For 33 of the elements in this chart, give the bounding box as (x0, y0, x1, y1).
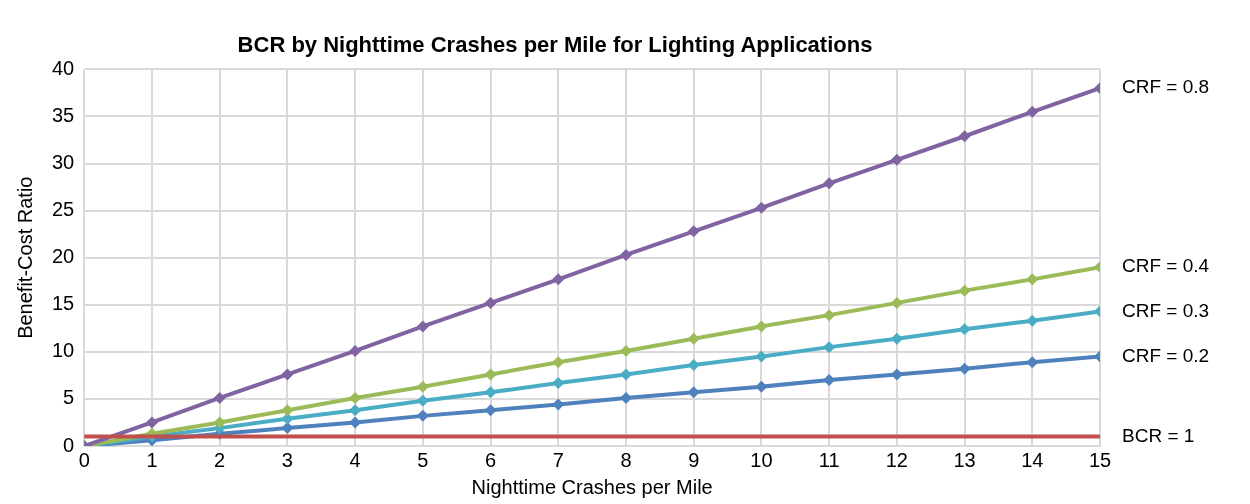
x-tick-label: 1 (146, 448, 158, 471)
series-label: CRF = 0.3 (1122, 299, 1210, 321)
x-tick-label: 4 (349, 448, 361, 471)
y-tick-label: 20 (52, 245, 75, 268)
y-tick-label: 5 (63, 386, 75, 409)
y-tick-label: 0 (63, 433, 75, 456)
x-tick-label: 2 (214, 448, 226, 471)
y-tick-label: 15 (52, 292, 75, 315)
x-tick-label: 11 (818, 448, 840, 471)
x-tick-label: 7 (552, 448, 564, 471)
series-label: CRF = 0.8 (1122, 76, 1210, 98)
y-tick-label: 35 (52, 103, 75, 126)
x-tick-label: 3 (281, 448, 293, 471)
x-tick-label: 0 (78, 448, 90, 471)
x-axis-title: Nighttime Crashes per Mile (471, 475, 713, 498)
x-tick-label: 14 (1021, 448, 1044, 471)
y-axis-title: Benefit-Cost Ratio (13, 176, 36, 339)
chart-title: BCR by Nighttime Crashes per Mile for Lighting Applications (237, 32, 873, 58)
x-tick-label: 10 (750, 448, 773, 471)
x-tick-label: 6 (484, 448, 497, 471)
x-tick-label: 5 (417, 448, 429, 471)
x-tick-label: 12 (885, 448, 908, 471)
x-tick-label: 9 (688, 448, 700, 471)
y-tick-label: 30 (52, 151, 75, 174)
series-label: CRF = 0.4 (1122, 255, 1210, 277)
ref-line-label: BCR = 1 (1122, 424, 1195, 446)
series-label: CRF = 0.2 (1122, 344, 1210, 366)
y-tick-label: 10 (52, 339, 75, 362)
x-tick-label: 13 (953, 448, 976, 471)
y-tick-label: 40 (52, 56, 75, 79)
y-tick-label: 25 (52, 198, 75, 221)
x-tick-label: 15 (1088, 448, 1112, 471)
x-tick-label: 8 (620, 448, 632, 471)
